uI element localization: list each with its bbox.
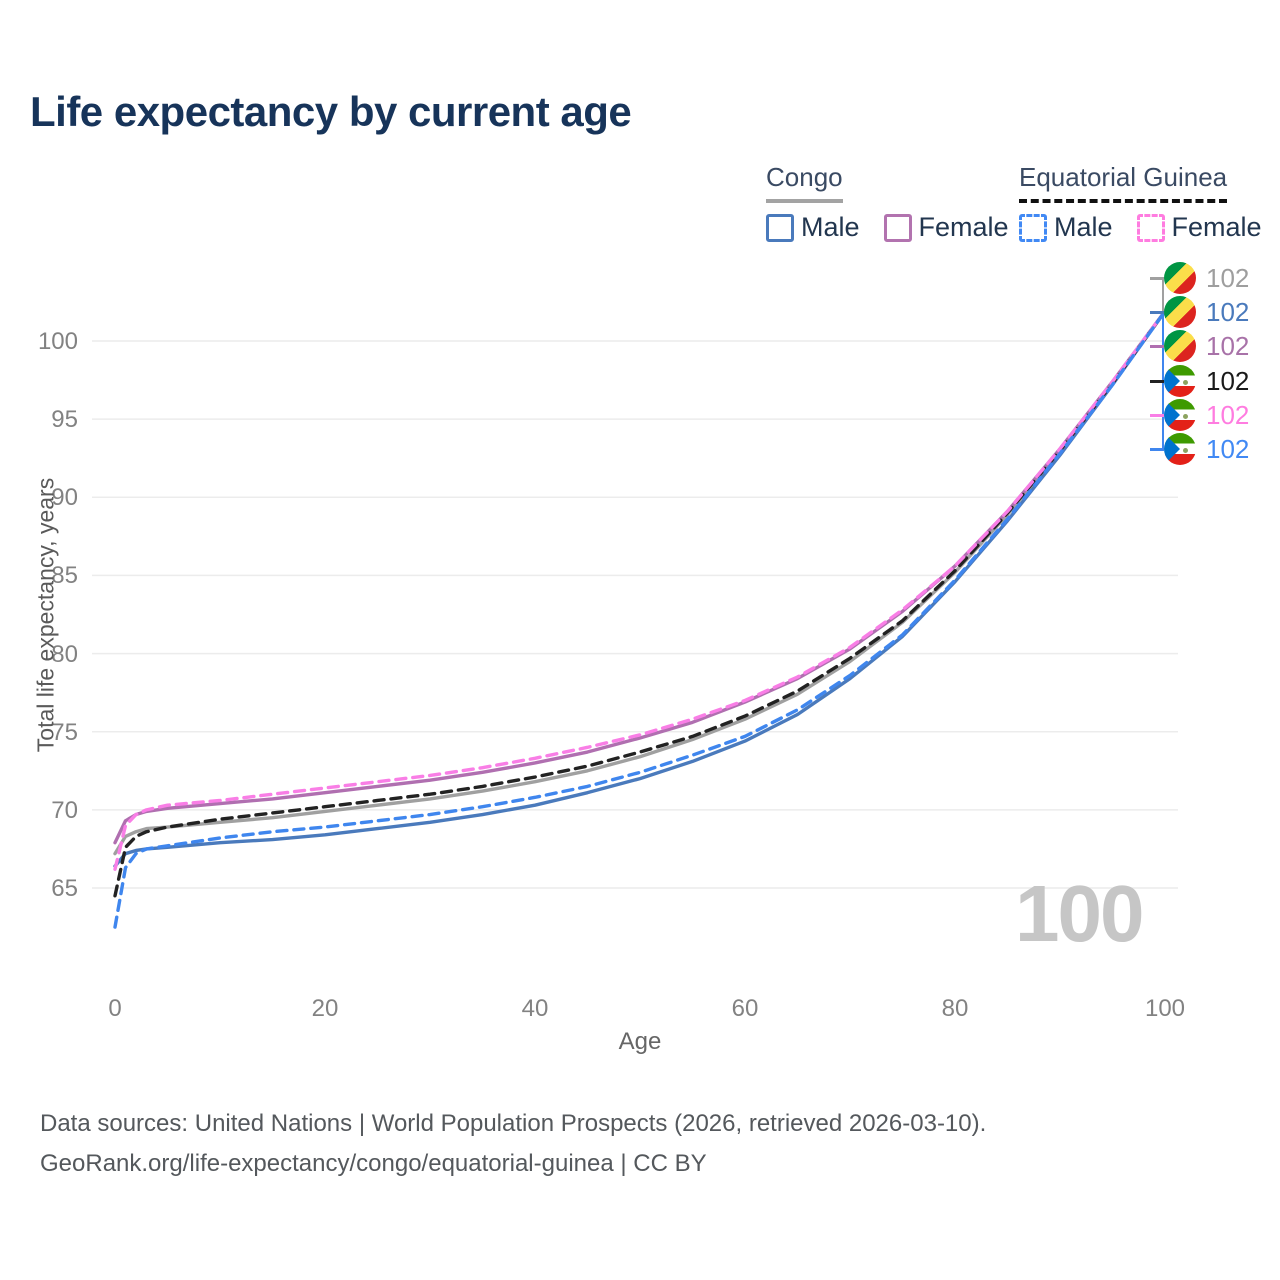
attribution-link-text: GeoRank.org/life-expectancy/congo/equato…: [40, 1150, 707, 1177]
legend-item-congo-female[interactable]: Female: [883, 212, 1009, 243]
end-label-row: 102: [1164, 365, 1249, 397]
x-tick: 20: [311, 995, 339, 1022]
y-tick: 85: [51, 562, 78, 589]
legend-group-equatorial-guinea: Equatorial Guinea Male Female: [1019, 162, 1262, 243]
legend-items-congo: Male Female: [766, 212, 1009, 243]
end-connector-stub: [1150, 277, 1164, 280]
congo-male-swatch-icon: [766, 213, 794, 242]
end-label-row: 102: [1164, 399, 1249, 431]
legend-group-congo: Congo Male Female: [766, 162, 1009, 243]
end-label-row: 102: [1164, 296, 1249, 328]
end-connector-stub: [1150, 311, 1164, 314]
series-line-congo-total: [113, 309, 1167, 856]
y-tick: 90: [51, 484, 78, 511]
end-label-value: 102: [1206, 433, 1250, 464]
equatorial-guinea-flag-icon: [1164, 399, 1196, 431]
series-line-equatorial-guinea-total: [113, 309, 1167, 898]
y-tick: 80: [51, 641, 78, 668]
legend-item-eg-male[interactable]: Male: [1019, 212, 1113, 243]
equatorial-guinea-flag-icon: [1164, 433, 1196, 465]
x-axis-title: Age: [618, 1028, 662, 1055]
legend-item-label: Female: [1171, 212, 1262, 242]
y-axis-title: Total life expectancy, years: [32, 477, 59, 753]
page-title: Life expectancy by current age: [30, 88, 632, 135]
end-connector-stub: [1150, 345, 1164, 348]
legend-header-equatorial-guinea: Equatorial Guinea: [1019, 162, 1228, 203]
eg-male-swatch-icon: [1019, 213, 1047, 242]
x-tick: 80: [941, 995, 969, 1022]
legend-item-label: Female: [918, 212, 1009, 242]
legend-item-congo-male[interactable]: Male: [766, 212, 860, 243]
congo-female-swatch-icon: [883, 213, 912, 242]
congo-flag-icon: [1164, 330, 1196, 362]
series-line-equatorial-guinea-male: [113, 309, 1167, 929]
eg-female-swatch-icon: [1136, 213, 1165, 242]
end-label-value: 102: [1206, 296, 1250, 327]
x-tick: 100: [1144, 995, 1186, 1022]
series-line-congo-female: [113, 309, 1167, 845]
y-tick: 75: [51, 719, 78, 746]
legend-item-eg-female[interactable]: Female: [1136, 212, 1262, 243]
end-label-row: 102: [1164, 433, 1249, 465]
end-connector-stub: [1150, 414, 1164, 417]
congo-flag-icon: [1164, 296, 1196, 328]
data-sources-text: Data sources: United Nations | World Pop…: [40, 1110, 987, 1137]
end-label-value: 102: [1206, 330, 1250, 361]
end-label-row: 102: [1164, 262, 1249, 294]
legend-item-label: Male: [1054, 212, 1113, 242]
equatorial-guinea-flag-icon: [1164, 365, 1196, 397]
legend-header-congo: Congo: [766, 162, 843, 203]
end-connector-line: [1162, 277, 1164, 312]
y-tick: 95: [51, 406, 78, 433]
end-label-value: 102: [1206, 262, 1250, 293]
congo-flag-icon: [1164, 262, 1196, 294]
x-tick: 0: [108, 995, 122, 1022]
x-tick: 60: [731, 995, 759, 1022]
legend-items-equatorial-guinea: Male Female: [1019, 212, 1262, 243]
end-label-row: 102: [1164, 330, 1249, 362]
x-tick: 40: [521, 995, 549, 1022]
end-label-value: 102: [1206, 399, 1250, 430]
legend-item-label: Male: [801, 212, 860, 242]
series-line-congo-male: [113, 309, 1167, 868]
end-connector-stub: [1150, 448, 1164, 451]
end-label-value: 102: [1206, 365, 1250, 396]
y-tick: 65: [51, 875, 78, 902]
series-line-equatorial-guinea-female: [113, 309, 1167, 871]
end-connector-stub: [1150, 380, 1164, 383]
y-tick: 100: [37, 328, 78, 355]
y-tick: 70: [51, 797, 78, 824]
current-age-watermark: 100: [1015, 869, 1144, 958]
